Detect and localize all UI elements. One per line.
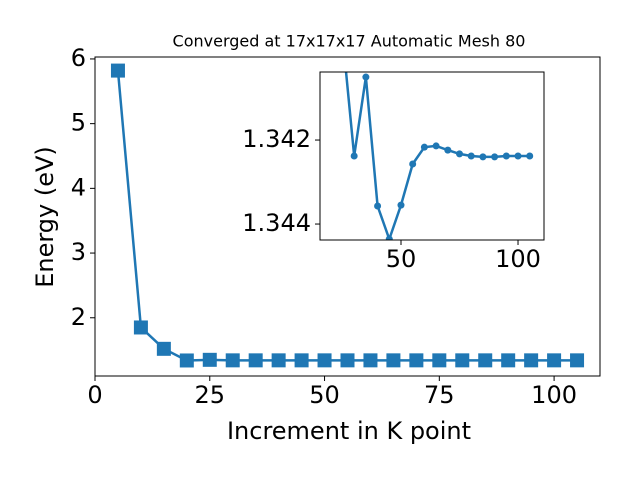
marker <box>432 353 447 368</box>
marker <box>374 202 382 210</box>
marker <box>271 353 286 368</box>
marker <box>362 73 370 81</box>
marker <box>501 353 516 368</box>
x-tick-label: 50 <box>386 245 417 273</box>
marker <box>432 142 440 150</box>
marker <box>479 153 487 161</box>
marker <box>386 353 401 368</box>
y-tick-label: 1.342 <box>242 125 311 153</box>
marker <box>156 341 171 356</box>
marker <box>409 353 424 368</box>
marker <box>350 152 358 160</box>
x-axis-label: Increment in K point <box>227 417 471 445</box>
axes-frame <box>319 71 545 241</box>
marker <box>491 153 499 161</box>
marker <box>409 160 417 168</box>
x-tick-label: 25 <box>194 381 225 409</box>
plot-area <box>344 72 534 240</box>
y-axis-label: Energy (eV) <box>31 146 59 288</box>
y-tick-label: 5 <box>71 109 86 137</box>
marker <box>202 352 217 367</box>
marker <box>397 201 405 209</box>
y-tick-label: 1.344 <box>242 209 311 237</box>
marker <box>455 353 470 368</box>
marker <box>179 353 194 368</box>
marker <box>478 353 493 368</box>
x-tick-label: 50 <box>309 381 340 409</box>
marker <box>294 353 309 368</box>
x-tick-label: 75 <box>424 381 455 409</box>
marker <box>526 152 534 160</box>
marker <box>456 150 464 158</box>
x-tick-label: 100 <box>495 245 541 273</box>
marker <box>110 63 125 78</box>
marker <box>248 353 263 368</box>
x-tick-label: 100 <box>531 381 577 409</box>
y-tick-label: 4 <box>71 173 86 201</box>
marker <box>363 353 378 368</box>
chart-title: Converged at 17x17x17 Automatic Mesh 80 <box>173 32 526 51</box>
marker <box>467 152 475 160</box>
marker <box>570 353 585 368</box>
marker <box>444 146 452 154</box>
marker <box>385 235 393 240</box>
marker <box>514 152 522 160</box>
marker <box>133 320 148 335</box>
y-tick-label: 3 <box>71 238 86 266</box>
marker <box>502 152 510 160</box>
marker <box>524 353 539 368</box>
marker <box>340 353 355 368</box>
marker <box>420 143 428 151</box>
marker <box>317 353 332 368</box>
marker <box>225 353 240 368</box>
y-tick-label: 6 <box>71 44 86 72</box>
marker <box>547 353 562 368</box>
y-tick-label: 2 <box>71 303 86 331</box>
plot-area <box>110 63 585 368</box>
x-tick-label: 0 <box>87 381 102 409</box>
axes-frame <box>94 56 601 377</box>
